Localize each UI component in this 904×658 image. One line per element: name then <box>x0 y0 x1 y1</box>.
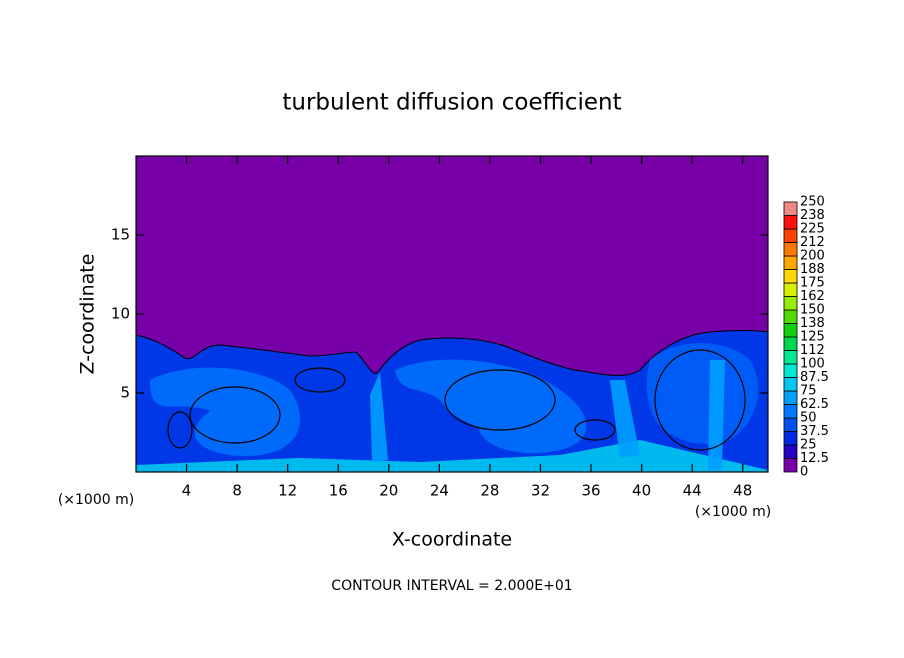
annotation: CONTOUR INTERVAL = 2.000E+01 <box>331 578 572 594</box>
colorbar-label: 37.5 <box>800 424 829 439</box>
colorbar-label: 188 <box>800 262 825 277</box>
colorbar-band <box>783 404 798 419</box>
colorbar-band <box>783 201 798 216</box>
x-tick-label: 4 <box>182 482 192 500</box>
x-axis-label: X-coordinate <box>392 529 512 551</box>
x-tick-label: 44 <box>683 482 702 500</box>
y-tick-label: 5 <box>120 384 130 402</box>
colorbar-label: 200 <box>800 249 825 264</box>
x-tick-label: 28 <box>480 482 499 500</box>
x-tick-label: 36 <box>581 482 600 500</box>
colorbar-label: 0 <box>800 465 808 480</box>
contour-lines <box>167 349 746 451</box>
colorbar-band <box>783 296 798 311</box>
colorbar-band <box>783 228 798 243</box>
light-swirl <box>646 343 759 444</box>
x-tick-label: 40 <box>632 482 651 500</box>
colorbar-label: 87.5 <box>800 370 829 385</box>
colorbar-label: 50 <box>800 411 817 426</box>
colorbar-label: 238 <box>800 208 825 223</box>
colorbar-band <box>783 269 798 284</box>
colorbar-band <box>783 336 798 351</box>
colorbar-label: 212 <box>800 235 825 250</box>
colorbar-label: 250 <box>800 195 825 210</box>
colorbar-label: 100 <box>800 357 825 372</box>
colorbar-band <box>783 255 798 270</box>
colorbar-label: 150 <box>800 303 825 318</box>
x-unit-label: (×1000 m) <box>695 504 771 520</box>
y-tick-label: 10 <box>111 305 130 323</box>
field <box>136 156 768 472</box>
colorbar-band <box>783 309 798 324</box>
colorbar-label: 75 <box>800 384 817 399</box>
colorbar-label: 12.5 <box>800 451 829 466</box>
colorbar-band <box>783 282 798 297</box>
colorbar-label: 162 <box>800 289 825 304</box>
x-tick-label: 12 <box>278 482 297 500</box>
colorbar-band <box>783 431 798 446</box>
colorbar-band <box>783 363 798 378</box>
colorbar-band <box>783 417 798 432</box>
colorbar-label: 125 <box>800 330 825 345</box>
cyan-streak <box>136 440 768 472</box>
colorbar-label: 138 <box>800 316 825 331</box>
colorbar-band <box>783 377 798 392</box>
x-tick-label: 32 <box>531 482 550 500</box>
y-tick-label: 15 <box>111 226 130 244</box>
x-tick-label: 24 <box>430 482 449 500</box>
x-tick-label: 20 <box>379 482 398 500</box>
x-tick-label: 48 <box>733 482 752 500</box>
colorbar-band <box>783 323 798 338</box>
colorbar-label: 112 <box>800 343 825 358</box>
colorbar-label: 225 <box>800 222 825 237</box>
colorbar-band <box>783 390 798 405</box>
colorbar-band <box>783 444 798 459</box>
light-swirl <box>150 367 300 456</box>
chart-title: turbulent diffusion coefficient <box>282 90 621 116</box>
colorbar-band <box>783 215 798 230</box>
colorbar-label: 62.5 <box>800 397 829 412</box>
y-axis-label: Z-coordinate <box>77 254 99 375</box>
colorbar-band <box>783 350 798 365</box>
colorbar-band <box>783 458 798 473</box>
light-swirl <box>395 359 587 454</box>
cyan-streak <box>370 360 725 470</box>
x-tick-label: 8 <box>232 482 242 500</box>
x-tick-label: 16 <box>329 482 348 500</box>
y-unit-label: (×1000 m) <box>58 492 134 508</box>
colorbar-label: 25 <box>800 438 817 453</box>
colorbar-label: 175 <box>800 276 825 291</box>
colorbar-band <box>783 242 798 257</box>
